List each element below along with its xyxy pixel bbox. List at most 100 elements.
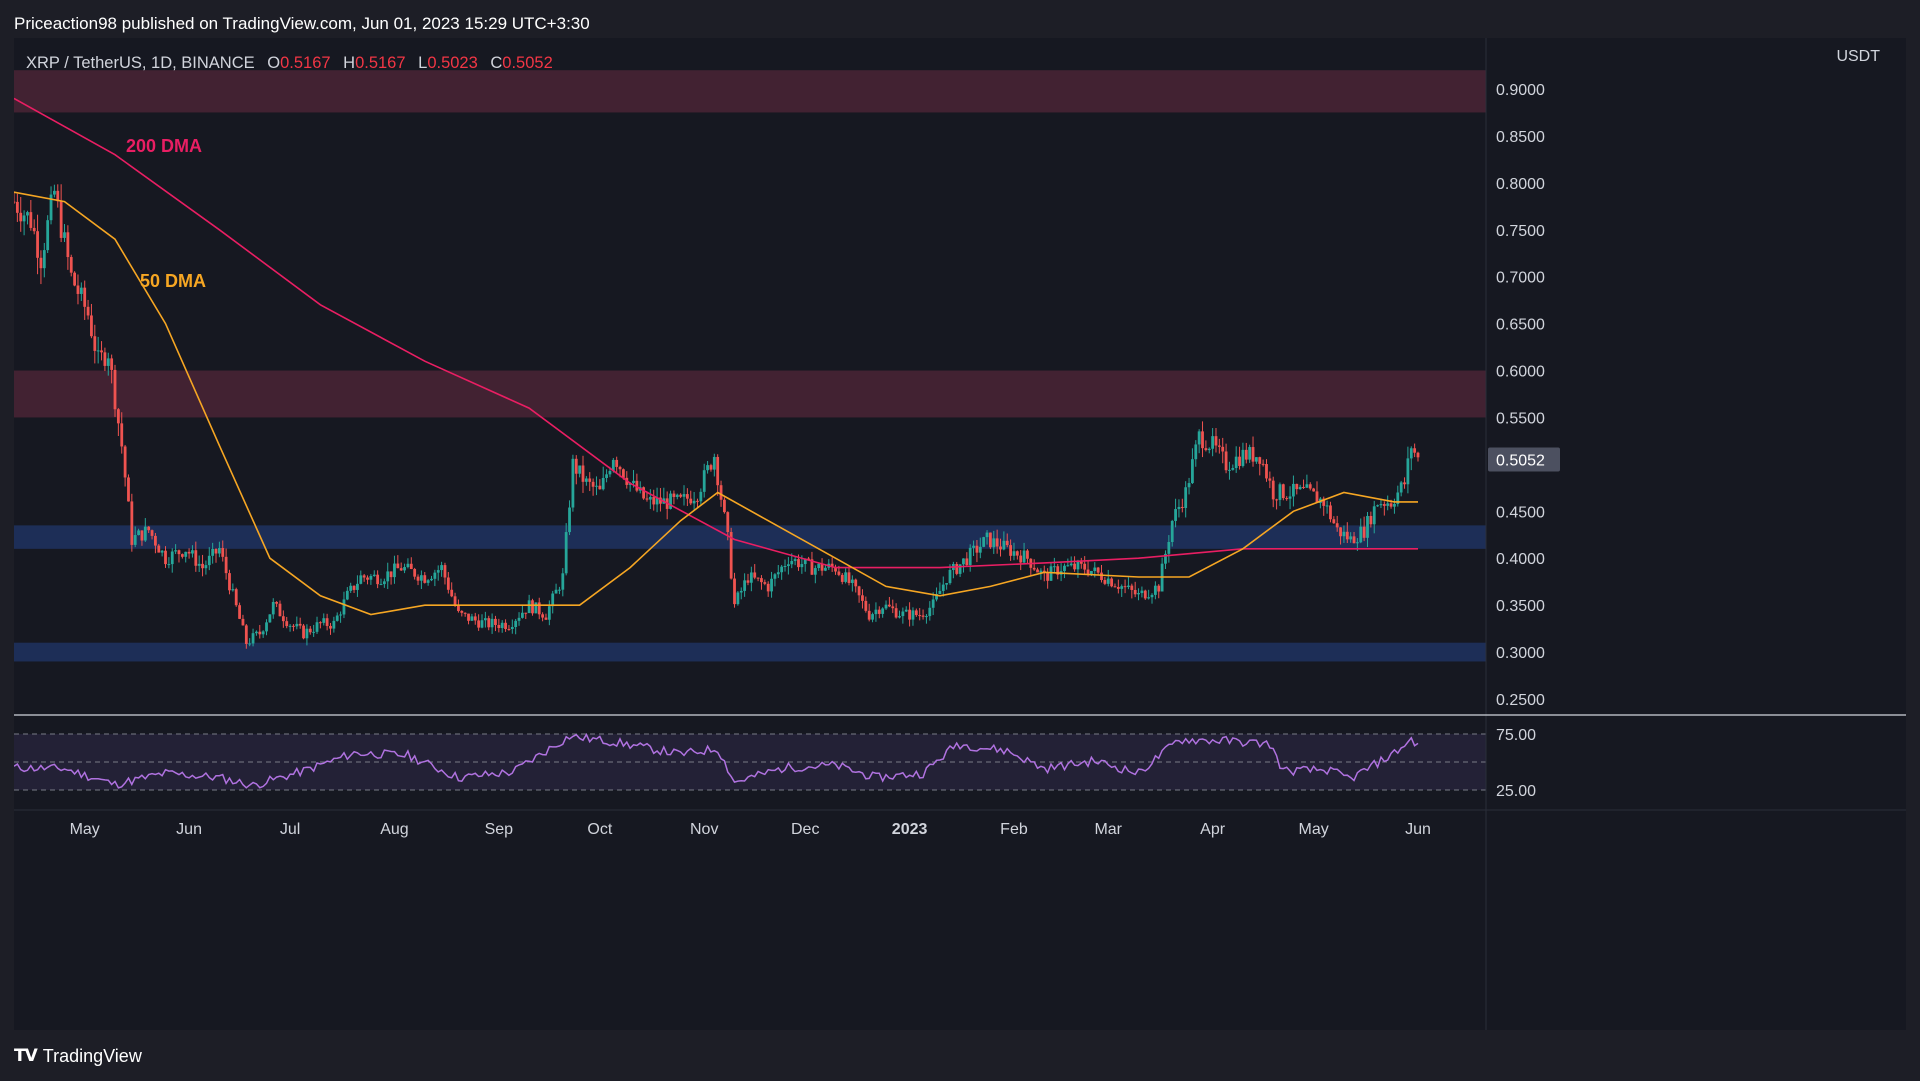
time-tick-label: Aug [380,821,408,838]
candle-body [14,201,16,203]
candle-body [39,257,43,269]
candle-body [962,558,965,565]
candle-body [584,478,588,482]
candle-body [312,631,316,633]
candle-body [130,501,134,545]
candle-body [1214,436,1218,446]
time-tick-label: May [70,821,100,838]
candle-body [1143,590,1147,599]
candle-body [433,572,437,579]
candle-body [521,612,524,618]
candle-body [79,287,83,294]
candle-body [59,201,63,238]
candle-body [46,220,50,251]
candle-body [376,574,380,585]
candle-body [1416,452,1420,458]
candle-body [1133,589,1137,595]
candle-body [1100,572,1103,581]
candle-body [985,532,989,538]
candle-body [1355,542,1359,544]
candle-body [770,578,773,592]
candle-body [73,272,77,286]
symbol-legend: XRP / TetherUS, 1D, BINANCE O0.5167 H0.5… [26,52,553,74]
candle-body [608,470,612,475]
candle-body [504,622,507,629]
candle-body [396,563,400,569]
candle-body [776,572,780,575]
candle-body [1153,585,1157,595]
candle-body [1345,531,1349,540]
candle-body [1329,505,1332,520]
candle-body [995,538,999,547]
candle-body [881,608,885,614]
zones-layer [14,70,1486,662]
time-tick-label: Sep [485,821,514,838]
candle-body [480,620,484,628]
low-value: 0.5023 [427,54,478,72]
candle-body [292,625,295,627]
candle-body [601,477,605,490]
price-tick-label: 0.5500 [1496,410,1545,427]
candle-body [123,446,127,478]
candle-body [884,604,888,609]
candle-body [1409,448,1413,459]
dma200-line [14,97,1418,569]
candle-body [648,496,652,500]
candle-body [783,566,787,568]
support-zone-3 [14,642,1486,662]
candle-body [1170,520,1174,543]
time-tick-label: May [1299,821,1329,838]
candle-body [989,532,992,548]
candle-body [164,550,167,565]
candle-body [941,584,945,591]
candle-body [622,469,625,478]
candle-body [760,578,763,583]
candle-body [850,579,854,583]
candle-body [753,572,757,578]
candle-body [679,494,683,497]
candle-body [285,621,289,627]
price-tick-label: 0.4000 [1496,551,1545,568]
candle-body [369,576,373,580]
candle-body [928,607,932,617]
candle-body [56,190,60,202]
candle-body [871,614,874,620]
time-tick-label: Mar [1094,821,1122,838]
candle-body [1302,486,1305,488]
candle-body [93,336,97,351]
candle-body [1204,448,1208,451]
candle-body [595,485,598,487]
candle-body [113,369,117,410]
candle-body [696,500,699,502]
candle-body [180,554,184,557]
resistance-zone-0 [14,70,1486,113]
candle-body [251,633,255,644]
candle-body [325,618,329,626]
candle-body [739,590,743,593]
candle-body [318,622,322,624]
chart-pane[interactable]: 200 DMA 50 DMA 0.9000 0.8500 0.8000 0.7500 0.… [14,38,1906,1030]
candle-body [1026,550,1029,559]
time-tick-label: Nov [690,821,718,838]
candle-body [945,583,949,585]
candle-body [22,215,26,222]
candle-body [409,563,413,570]
candle-body [187,551,191,554]
candle-body [322,618,326,623]
candle-body [69,257,73,273]
candle-body [655,497,659,505]
candle-body [507,628,511,630]
candle-body [154,535,157,546]
candle-body [887,604,891,607]
candle-body [1083,563,1087,570]
candle-body [921,615,925,617]
candle-body [692,500,696,504]
candle-body [150,530,154,536]
candle-body [443,565,447,578]
candle-body [399,568,403,571]
time-tick-label: Jun [1405,821,1431,838]
candle-body [1046,572,1050,581]
candle-body [261,631,265,635]
tradingview-branding[interactable]: 𝗧𝗩 TradingView [14,1044,142,1068]
